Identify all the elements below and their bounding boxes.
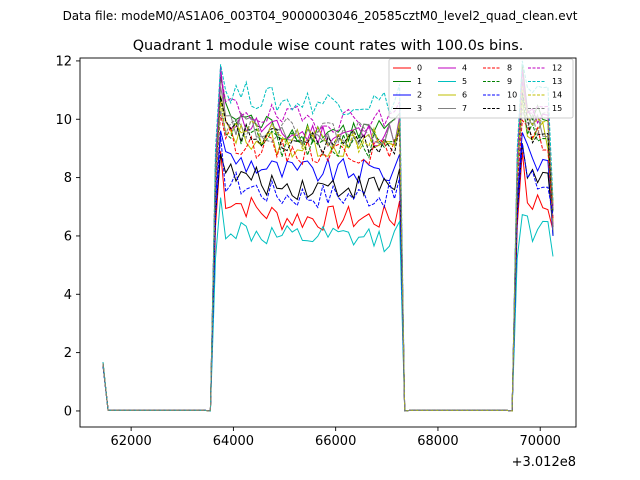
y-tick-label: 8 [64, 171, 72, 186]
y-tick-label: 2 [64, 346, 72, 361]
legend-label: 0 [417, 64, 422, 73]
legend-label: 15 [552, 104, 562, 113]
legend-label: 13 [552, 77, 562, 86]
figure-suptitle: Data file: modeM0/AS1A06_003T04_90000030… [63, 9, 578, 23]
y-tick-label: 6 [64, 229, 72, 244]
x-tick-label: 66000 [315, 434, 356, 449]
x-offset-label: +3.012e8 [512, 455, 576, 470]
y-tick-label: 12 [55, 54, 72, 69]
legend-label: 1 [417, 77, 422, 86]
x-tick-label: 70000 [520, 434, 561, 449]
legend-label: 4 [462, 64, 467, 73]
legend-label: 3 [417, 104, 422, 113]
legend-label: 14 [552, 91, 562, 100]
x-tick-label: 62000 [110, 434, 151, 449]
y-axis: 0 2 4 6 8 10 12 [55, 54, 80, 419]
legend-box [388, 58, 574, 119]
x-tick-label: 68000 [417, 434, 458, 449]
legend-label: 8 [507, 64, 512, 73]
series-layer [102, 60, 554, 412]
legend-label: 10 [507, 91, 517, 100]
y-tick-label: 0 [64, 404, 72, 419]
plot-area [79, 57, 577, 428]
legend-label: 7 [462, 104, 467, 113]
x-tick-label: 64000 [213, 434, 254, 449]
series-line-15 [102, 108, 554, 412]
legend-label: 11 [507, 104, 517, 113]
y-tick-label: 10 [55, 113, 72, 128]
legend-label: 9 [507, 77, 512, 86]
chart-title: Quadrant 1 module wise count rates with … [133, 38, 524, 54]
legend-label: 5 [462, 77, 467, 86]
legend-label: 6 [462, 91, 467, 100]
legend-label: 2 [417, 91, 422, 100]
y-tick-label: 4 [64, 288, 72, 303]
legend-label: 12 [552, 64, 562, 73]
x-axis: 62000 64000 66000 68000 70000 [110, 427, 561, 449]
axes-frame [79, 57, 577, 428]
